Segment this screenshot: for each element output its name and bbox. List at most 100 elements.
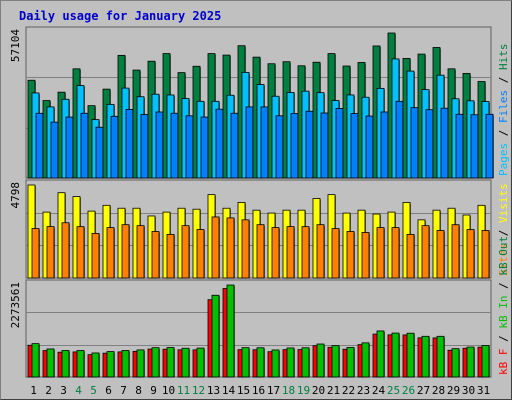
x-tick-label: 13: [207, 384, 220, 397]
chart-title: Daily usage for January 2025: [19, 9, 222, 23]
kb-in-bar: [331, 345, 340, 378]
sites-bar: [331, 228, 340, 279]
legend-entry: Sites: [497, 243, 510, 276]
sites-bar: [301, 226, 310, 279]
legend-entry: Pages: [497, 143, 510, 176]
kb-in-bar: [136, 349, 145, 378]
sites-bar: [436, 230, 445, 279]
kb-in-bar: [451, 348, 460, 378]
kb-in-bar: [466, 346, 475, 378]
legend-entry: /: [497, 329, 510, 349]
kb-in-bar: [151, 347, 160, 378]
x-tick-label: 6: [105, 384, 112, 397]
hits-panel-legend: Pages / Files / Hits: [497, 44, 510, 177]
sites-bar: [376, 227, 385, 279]
files-bar: [245, 106, 254, 179]
kb-in-bar: [91, 352, 100, 378]
legend-entry: /: [497, 70, 510, 90]
sites-bar: [466, 229, 475, 279]
kbytes-ymax-label: 2273561: [9, 282, 22, 328]
x-tick-label: 31: [477, 384, 490, 397]
sites-bar: [346, 231, 355, 279]
kb-in-bar: [316, 343, 325, 378]
legend-entry: kB Out: [497, 236, 510, 276]
kb-in-bar: [76, 350, 85, 378]
x-tick-label: 16: [252, 384, 265, 397]
sites-bar: [391, 227, 400, 279]
x-tick-label: 25: [387, 384, 400, 397]
x-tick-label: 24: [372, 384, 386, 397]
sites-bar: [226, 217, 235, 279]
x-tick-label: 27: [417, 384, 430, 397]
sites-bar: [241, 219, 250, 279]
files-bar: [440, 107, 449, 179]
legend-entry: Visits: [497, 183, 510, 223]
sites-bar: [256, 224, 265, 279]
files-bar: [410, 107, 419, 179]
sites-bar: [451, 224, 460, 279]
legend-entry: kB In: [497, 296, 510, 329]
legend-entry: /: [497, 276, 510, 296]
files-bar: [395, 100, 404, 179]
x-tick-label: 28: [432, 384, 445, 397]
x-tick-label: 5: [90, 384, 97, 397]
files-bar: [305, 110, 314, 179]
files-bar: [455, 113, 464, 179]
files-bar: [425, 109, 434, 179]
sites-bar: [151, 231, 160, 279]
kb-in-bar: [376, 330, 385, 378]
x-tick-label: 20: [312, 384, 325, 397]
kb-in-bar: [226, 284, 235, 378]
kb-in-bar: [286, 347, 295, 378]
files-bar: [470, 114, 479, 179]
x-tick-label: 15: [237, 384, 250, 397]
files-bar: [380, 111, 389, 179]
sites-bar: [361, 232, 370, 279]
sites-bar: [316, 224, 325, 279]
x-tick-label: 1: [30, 384, 37, 397]
files-bar: [140, 114, 149, 179]
files-bar: [485, 113, 494, 179]
kb-in-bar: [421, 335, 430, 378]
files-bar: [200, 116, 209, 179]
sites-bar: [211, 216, 220, 279]
kb-in-bar: [181, 347, 190, 378]
files-bar: [230, 112, 239, 179]
x-tick-label: 8: [135, 384, 142, 397]
hits-ymax-label: 57104: [9, 29, 22, 62]
files-bar: [50, 121, 59, 179]
x-tick-label: 26: [402, 384, 415, 397]
files-bar: [170, 112, 179, 179]
sites-bar: [286, 226, 295, 279]
legend-entry: /: [497, 223, 510, 243]
x-tick-label: 29: [447, 384, 460, 397]
files-bar: [65, 116, 74, 179]
sites-bar: [196, 229, 205, 279]
x-tick-label: 2: [45, 384, 52, 397]
kb-in-bar: [346, 347, 355, 378]
kb-in-bar: [361, 342, 370, 378]
files-bar: [185, 115, 194, 179]
x-tick-label: 30: [462, 384, 475, 397]
files-bar: [95, 126, 104, 179]
files-bar: [80, 112, 89, 179]
kb-in-bar: [406, 332, 415, 378]
kb-in-bar: [241, 347, 250, 378]
files-bar: [215, 108, 224, 179]
sites-bar: [76, 226, 85, 279]
files-bar: [275, 115, 284, 179]
files-bar: [35, 112, 44, 179]
x-tick-label: 14: [222, 384, 236, 397]
x-tick-label: 22: [342, 384, 355, 397]
sites-bar: [166, 233, 175, 279]
files-bar: [290, 113, 299, 179]
sites-bar: [406, 233, 415, 279]
kb-in-bar: [391, 332, 400, 378]
sites-bar: [481, 230, 490, 279]
visits-panel-legend: Sites / Visits: [497, 183, 510, 276]
kb-in-bar: [196, 347, 205, 378]
kb-in-bar: [301, 347, 310, 378]
x-tick-label: 10: [162, 384, 175, 397]
